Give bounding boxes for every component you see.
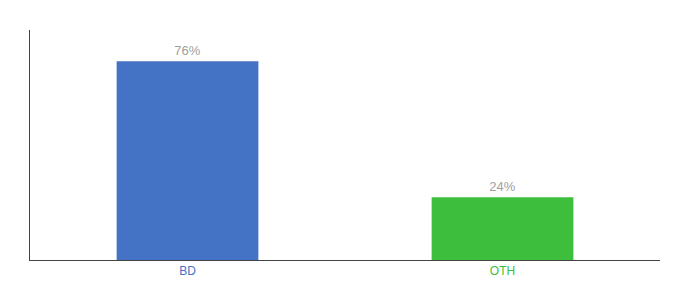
svg-text:76%: 76% xyxy=(174,43,200,58)
svg-text:24%: 24% xyxy=(489,179,515,194)
svg-text:OTH: OTH xyxy=(490,264,515,278)
svg-text:BD: BD xyxy=(179,264,196,278)
